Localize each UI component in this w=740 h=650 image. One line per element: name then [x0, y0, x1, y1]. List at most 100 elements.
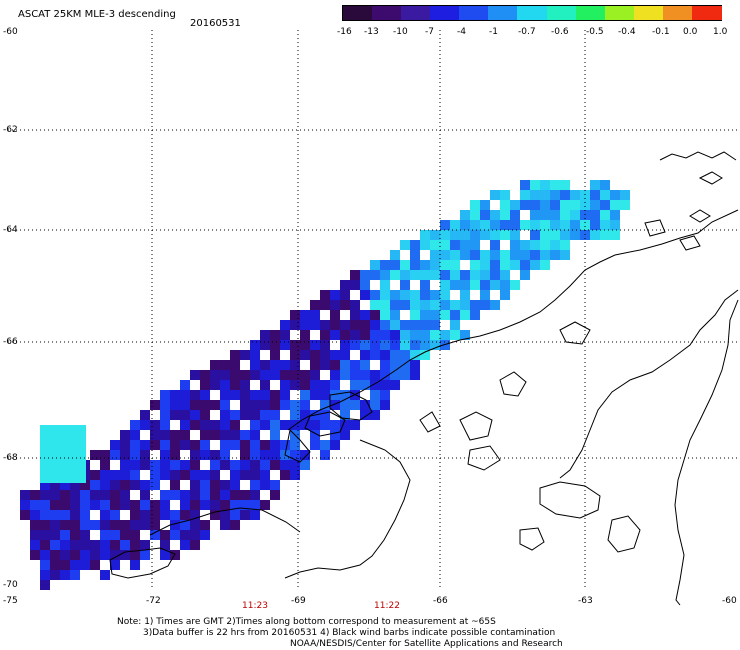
swath-cell [120, 480, 130, 490]
swath-cell [210, 370, 220, 380]
lon-label: -69 [291, 596, 306, 606]
swath-cell [560, 220, 570, 230]
swath-cell [460, 210, 470, 220]
swath-cell [530, 250, 540, 260]
swath-cell [300, 340, 310, 350]
swath-cell [170, 450, 180, 460]
swath-cell [210, 420, 220, 430]
swath-cell [40, 510, 50, 520]
swath-cell [260, 480, 270, 490]
swath-cell [280, 460, 290, 470]
swath-cell [310, 380, 320, 390]
swath-cell [230, 380, 240, 390]
swath-cell [60, 500, 70, 510]
swath-cell [70, 560, 80, 570]
swath-cell [60, 550, 70, 560]
swath-cell [320, 380, 330, 390]
swath-cell [260, 400, 270, 410]
swath-cell [330, 330, 340, 340]
swath-cell [50, 500, 60, 510]
swath-cell [560, 250, 570, 260]
colorbar-segment [575, 6, 606, 20]
swath-cell [600, 230, 610, 240]
swath-cell [310, 340, 320, 350]
swath-cell [370, 370, 380, 380]
note-line-1: Note: 1) Times are GMT 2)Times along bot… [117, 617, 496, 627]
swath-cell [320, 320, 330, 330]
swath-cell [220, 490, 230, 500]
swath-cell [210, 470, 220, 480]
swath-cell [270, 480, 280, 490]
swath-cell [380, 310, 390, 320]
swath-cell [570, 230, 580, 240]
swath-cell [90, 550, 100, 560]
swath-cell [460, 270, 470, 280]
swath-cell [180, 380, 190, 390]
swath-cell [470, 200, 480, 210]
swath-cell [90, 560, 100, 570]
swath-cell [340, 390, 350, 400]
swath-cell [160, 470, 170, 480]
swath-cell [200, 470, 210, 480]
swath-cell [40, 560, 50, 570]
colorbar-tick: -0.5 [586, 27, 604, 37]
swath-cell [350, 280, 360, 290]
swath-cell [400, 290, 410, 300]
swath-cell [410, 350, 420, 360]
swath-cell [250, 420, 260, 430]
colorbar-segment [430, 6, 461, 20]
swath-cell [130, 550, 140, 560]
swath-cell [170, 510, 180, 520]
swath-cell [410, 240, 420, 250]
swath-cell [420, 300, 430, 310]
swath-cell [200, 440, 210, 450]
swath-cell [320, 390, 330, 400]
swath-cell [310, 350, 320, 360]
colorbar-segment [488, 6, 519, 20]
swath-cell [400, 340, 410, 350]
swath-patch [40, 425, 86, 483]
swath-cell [280, 440, 290, 450]
swath-cell [580, 200, 590, 210]
swath-cell [320, 440, 330, 450]
swath-cell [550, 210, 560, 220]
swath-cell [70, 510, 80, 520]
swath-cell [290, 310, 300, 320]
swath-cell [140, 490, 150, 500]
swath-cell [190, 470, 200, 480]
swath-cell [280, 470, 290, 480]
swath-cell [40, 570, 50, 580]
swath-cell [110, 470, 120, 480]
swath-cell [110, 540, 120, 550]
swath-cell [400, 300, 410, 310]
swath-cell [190, 420, 200, 430]
swath-cell [30, 520, 40, 530]
swath-cell [230, 370, 240, 380]
swath-cell [170, 520, 180, 530]
swath-cell [50, 490, 60, 500]
swath-cell [510, 220, 520, 230]
product-date: 20160531 [190, 18, 241, 29]
swath-cell [190, 500, 200, 510]
swath-cell [110, 550, 120, 560]
swath-cell [20, 510, 30, 520]
swath-cell [210, 490, 220, 500]
swath-cell [400, 320, 410, 330]
graticule [8, 30, 738, 590]
swath-cell [150, 520, 160, 530]
swath-cell [560, 200, 570, 210]
swath-cell [200, 370, 210, 380]
swath-cell [270, 360, 280, 370]
swath-cell [240, 430, 250, 440]
swath-cell [350, 420, 360, 430]
swath-cell [210, 510, 220, 520]
swath-cell [210, 460, 220, 470]
swath-cell [70, 570, 80, 580]
swath-cell [410, 340, 420, 350]
swath-cell [450, 240, 460, 250]
swath-cell [520, 180, 530, 190]
swath-cell [140, 440, 150, 450]
colorbar-segment [604, 6, 635, 20]
swath-cell [100, 490, 110, 500]
swath-cell [160, 390, 170, 400]
